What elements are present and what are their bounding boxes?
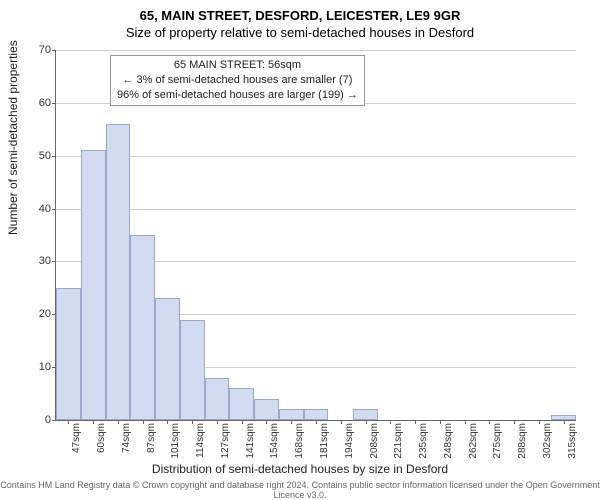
- gridline: [56, 209, 576, 210]
- footer: Contains HM Land Registry data © Crown c…: [0, 480, 600, 500]
- histogram-bar: [205, 378, 230, 420]
- footer-line2: Contains public sector information licen…: [273, 480, 599, 500]
- ytick-label: 30: [26, 255, 51, 267]
- footer-line1: Contains HM Land Registry data © Crown c…: [0, 480, 309, 490]
- ytick-mark: [52, 103, 56, 104]
- ytick-mark: [52, 261, 56, 262]
- xtick-mark: [440, 420, 441, 424]
- xtick-mark: [316, 420, 317, 424]
- ytick-label: 50: [26, 150, 51, 162]
- xtick-mark: [217, 420, 218, 424]
- y-axis-label: Number of semi-detached properties: [6, 40, 20, 235]
- x-axis-label: Distribution of semi-detached houses by …: [0, 462, 600, 476]
- xtick-mark: [266, 420, 267, 424]
- plot-region: 01020304050607047sqm60sqm74sqm87sqm101sq…: [55, 50, 576, 421]
- xtick-mark: [514, 420, 515, 424]
- annotation-line1: 65 MAIN STREET: 56sqm: [117, 58, 358, 73]
- ytick-mark: [52, 420, 56, 421]
- xtick-mark: [167, 420, 168, 424]
- ytick-label: 20: [26, 308, 51, 320]
- histogram-bar: [279, 409, 304, 420]
- ytick-mark: [52, 209, 56, 210]
- ytick-mark: [52, 50, 56, 51]
- xtick-mark: [68, 420, 69, 424]
- xtick-mark: [465, 420, 466, 424]
- xtick-mark: [390, 420, 391, 424]
- gridline: [56, 50, 576, 51]
- page-subtitle: Size of property relative to semi-detach…: [0, 23, 600, 40]
- ytick-label: 40: [26, 203, 51, 215]
- annotation-box: 65 MAIN STREET: 56sqm ← 3% of semi-detac…: [110, 55, 365, 106]
- histogram-bar: [254, 399, 279, 420]
- histogram-bar: [155, 298, 180, 420]
- histogram-bar: [180, 320, 205, 420]
- xtick-mark: [93, 420, 94, 424]
- histogram-bar: [353, 409, 378, 420]
- page-title: 65, MAIN STREET, DESFORD, LEICESTER, LE9…: [0, 0, 600, 23]
- xtick-mark: [118, 420, 119, 424]
- gridline: [56, 156, 576, 157]
- xtick-mark: [291, 420, 292, 424]
- ytick-label: 10: [26, 361, 51, 373]
- xtick-mark: [564, 420, 565, 424]
- xtick-mark: [242, 420, 243, 424]
- ytick-label: 70: [26, 44, 51, 56]
- annotation-line2: ← 3% of semi-detached houses are smaller…: [117, 73, 358, 88]
- xtick-mark: [341, 420, 342, 424]
- chart-container: 65, MAIN STREET, DESFORD, LEICESTER, LE9…: [0, 0, 600, 500]
- xtick-mark: [192, 420, 193, 424]
- ytick-label: 60: [26, 97, 51, 109]
- xtick-mark: [539, 420, 540, 424]
- histogram-bar: [81, 150, 106, 420]
- ytick-label: 0: [26, 414, 51, 426]
- xtick-mark: [366, 420, 367, 424]
- xtick-mark: [489, 420, 490, 424]
- histogram-bar: [304, 409, 329, 420]
- xtick-mark: [143, 420, 144, 424]
- ytick-mark: [52, 156, 56, 157]
- histogram-bar: [56, 288, 81, 420]
- histogram-bar: [130, 235, 155, 420]
- annotation-line3: 96% of semi-detached houses are larger (…: [117, 88, 358, 103]
- xtick-mark: [415, 420, 416, 424]
- histogram-bar: [229, 388, 254, 420]
- histogram-bar: [106, 124, 131, 420]
